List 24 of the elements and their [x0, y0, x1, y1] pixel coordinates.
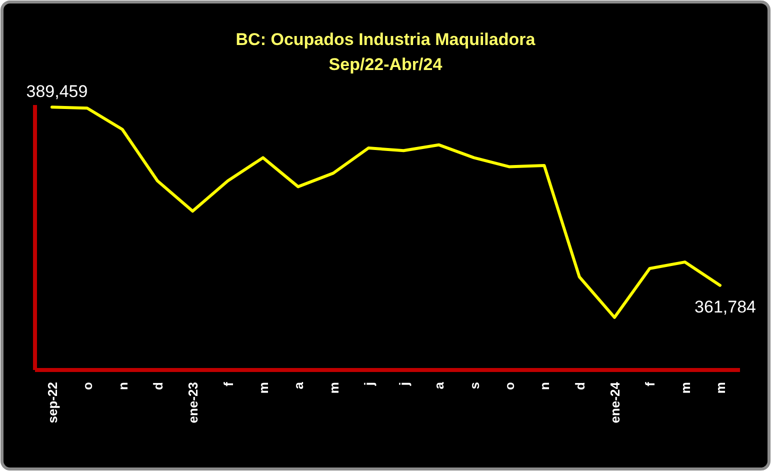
- x-tick-label: a: [432, 381, 447, 390]
- x-tick-label: j: [361, 382, 376, 387]
- x-tick-label: o: [502, 382, 518, 390]
- x-tick-label: o: [80, 382, 96, 390]
- x-tick-label: m: [678, 382, 693, 394]
- data-label: 389,459: [26, 82, 88, 102]
- x-tick-label: f: [220, 381, 236, 386]
- x-tick-label: m: [326, 382, 342, 394]
- x-tick-label: j: [396, 382, 412, 387]
- x-tick-label: d: [572, 382, 588, 390]
- x-tick-label: f: [642, 381, 658, 386]
- chart-title: BC: Ocupados Industria Maquiladora: [236, 30, 536, 49]
- data-label: 361,784: [694, 297, 756, 316]
- chart-subtitle: Sep/22-Abr/24: [328, 55, 443, 74]
- x-tick-label: ene-23: [186, 382, 201, 424]
- x-tick-label: s: [466, 382, 482, 390]
- x-tick-label: m: [713, 382, 728, 394]
- x-tick-label: ene-24: [608, 381, 623, 424]
- x-tick-label: n: [537, 382, 552, 390]
- x-tick-label: n: [115, 382, 130, 390]
- x-tick-label: d: [150, 382, 166, 390]
- x-tick-label: a: [291, 381, 306, 390]
- x-tick-label: m: [256, 382, 271, 394]
- x-tick-label: sep-22: [45, 382, 60, 424]
